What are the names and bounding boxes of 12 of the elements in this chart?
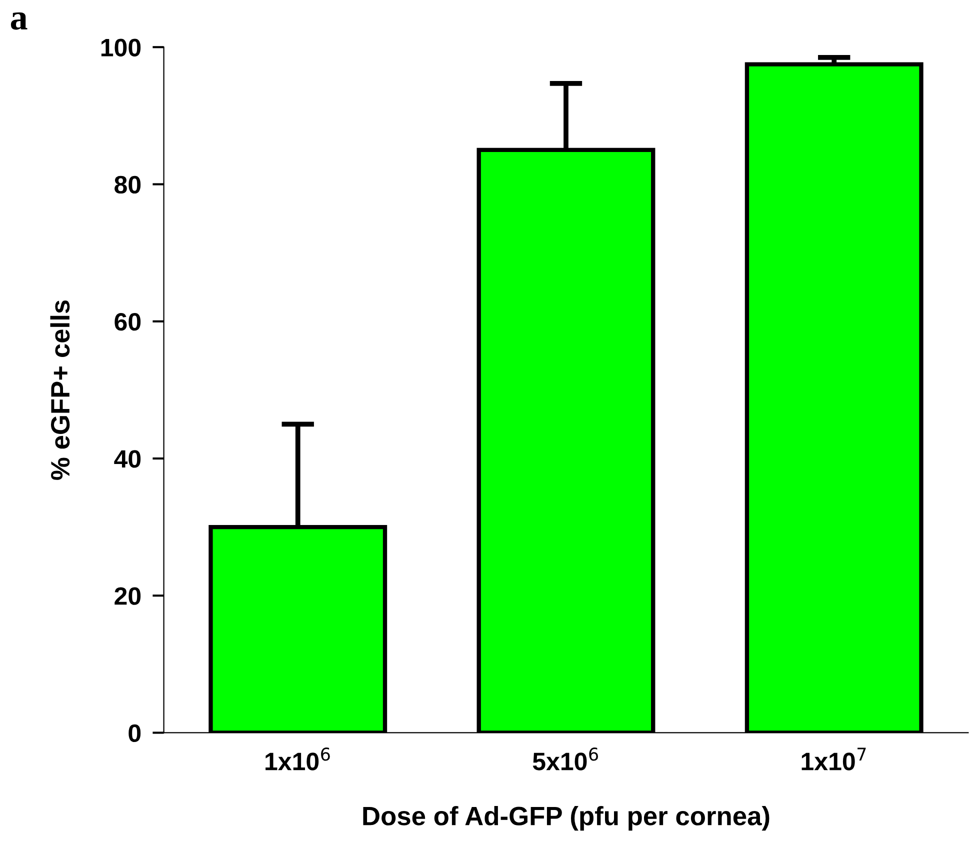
x-tick-label: 1x10$^{7}$ bbox=[802, 748, 866, 770]
y-tick-label: 80 bbox=[114, 176, 141, 194]
x-axis-title: Dose of Ad-GFP (pfu per cornea) bbox=[363, 806, 770, 831]
y-tick-label: 40 bbox=[114, 450, 141, 468]
y-axis-title: % eGFP+ cells bbox=[50, 300, 70, 480]
y-tick-label: 0 bbox=[128, 724, 141, 742]
y-tick-label: 60 bbox=[114, 312, 141, 331]
x-tick-label: 1x10$^{6}$ bbox=[266, 748, 330, 770]
y-tick-label: 100 bbox=[101, 38, 141, 56]
text: a bbox=[10, 12, 28, 30]
x-tick-label: 5x10$^{6}$ bbox=[532, 748, 598, 770]
y-tick-label: 20 bbox=[114, 587, 141, 605]
